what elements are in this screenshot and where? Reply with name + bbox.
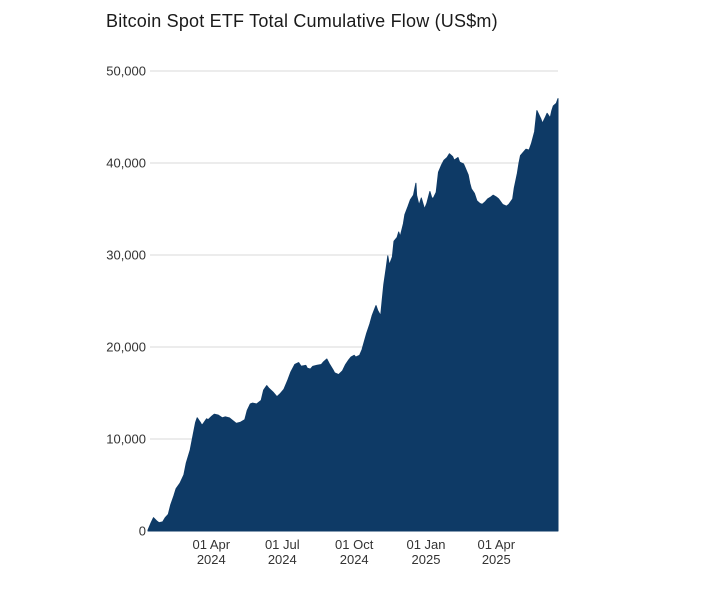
area-series: [147, 98, 559, 532]
y-axis-tick-label: 40,000: [106, 156, 146, 171]
x-axis-tick-label: 01 Jul 2024: [265, 537, 300, 567]
x-axis-tick-label: 01 Apr 2024: [193, 537, 231, 567]
y-axis-tick-label: 30,000: [106, 248, 146, 263]
y-axis-tick-label: 10,000: [106, 432, 146, 447]
x-axis-tick-label: 01 Apr 2025: [478, 537, 516, 567]
x-axis-tick-label: 01 Oct 2024: [335, 537, 374, 567]
x-axis-tick-label: 01 Jan 2025: [406, 537, 445, 567]
y-axis-tick-label: 50,000: [106, 64, 146, 79]
chart-title: Bitcoin Spot ETF Total Cumulative Flow (…: [106, 11, 498, 31]
y-axis-tick-label: 0: [139, 524, 146, 539]
y-axis-tick-label: 20,000: [106, 340, 146, 355]
